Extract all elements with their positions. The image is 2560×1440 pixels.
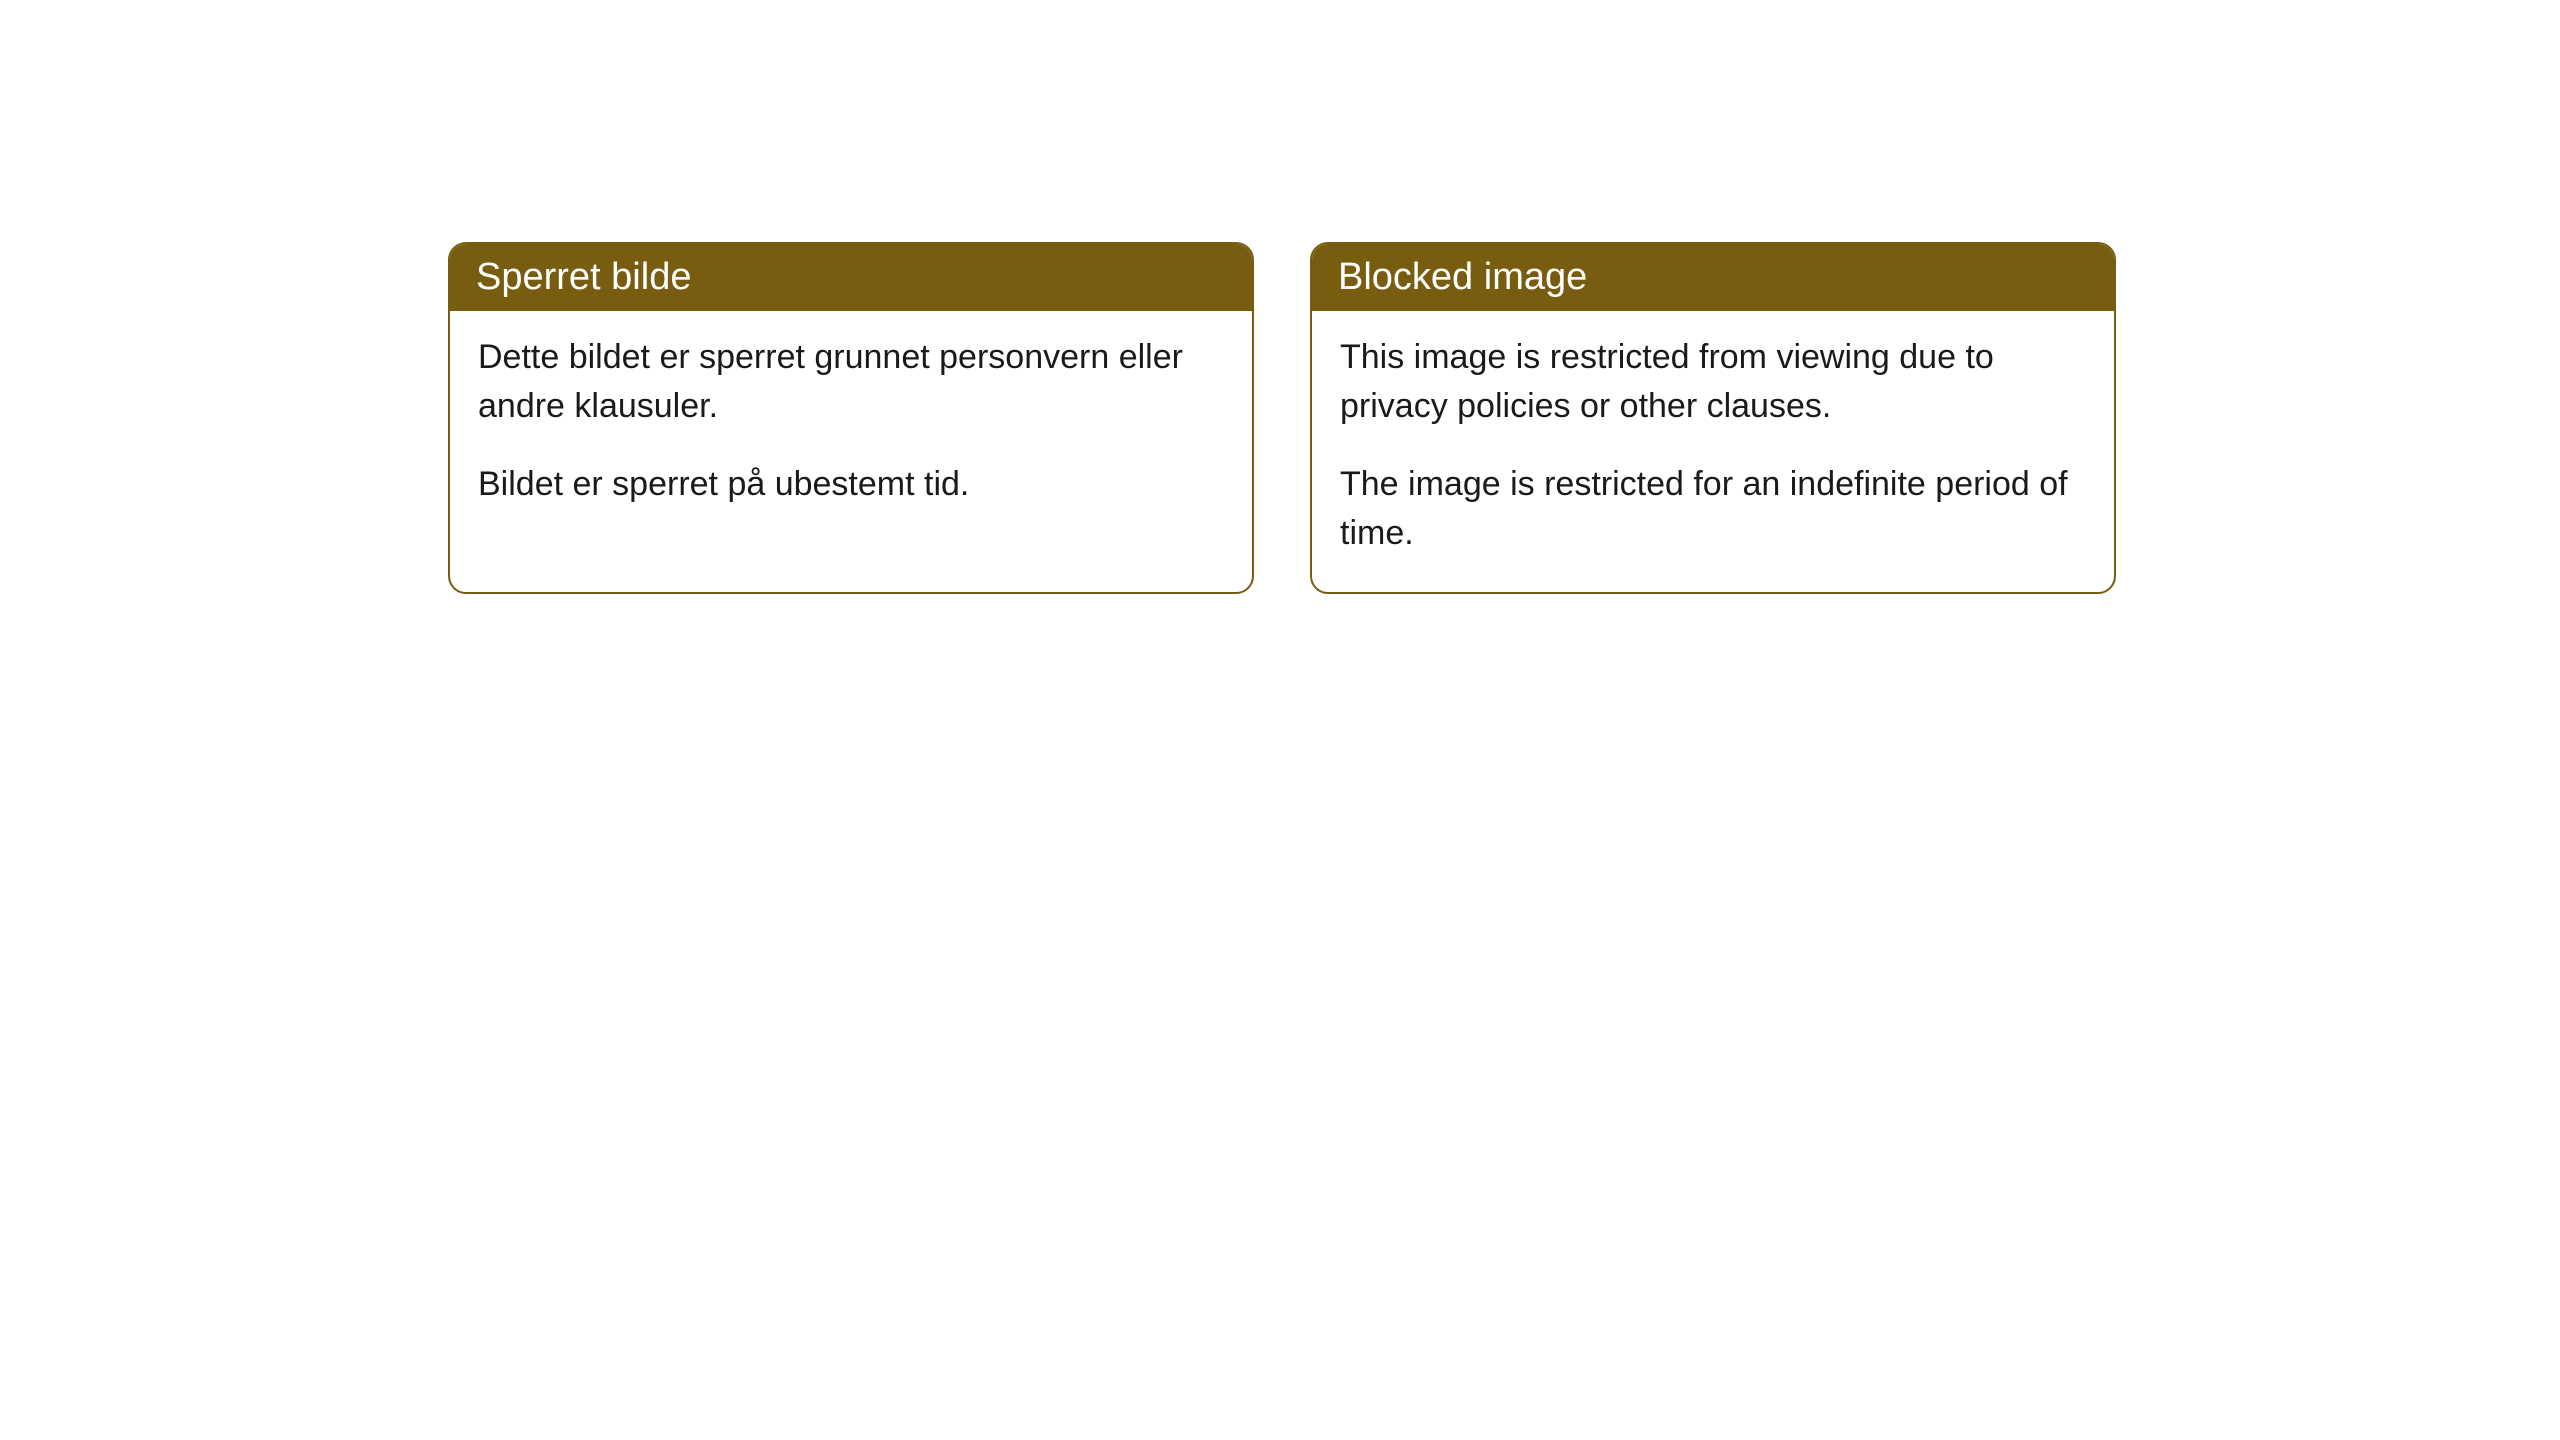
notice-cards-container: Sperret bilde Dette bildet er sperret gr… bbox=[448, 242, 2116, 594]
card-paragraph: Bildet er sperret på ubestemt tid. bbox=[478, 460, 1224, 509]
card-header: Blocked image bbox=[1312, 244, 2114, 311]
card-paragraph: Dette bildet er sperret grunnet personve… bbox=[478, 333, 1224, 432]
card-body: Dette bildet er sperret grunnet personve… bbox=[450, 311, 1252, 543]
card-body: This image is restricted from viewing du… bbox=[1312, 311, 2114, 592]
notice-card-english: Blocked image This image is restricted f… bbox=[1310, 242, 2116, 594]
notice-card-norwegian: Sperret bilde Dette bildet er sperret gr… bbox=[448, 242, 1254, 594]
card-paragraph: This image is restricted from viewing du… bbox=[1340, 333, 2086, 432]
card-paragraph: The image is restricted for an indefinit… bbox=[1340, 460, 2086, 559]
card-header: Sperret bilde bbox=[450, 244, 1252, 311]
card-title: Sperret bilde bbox=[476, 256, 691, 298]
card-title: Blocked image bbox=[1338, 256, 1587, 298]
